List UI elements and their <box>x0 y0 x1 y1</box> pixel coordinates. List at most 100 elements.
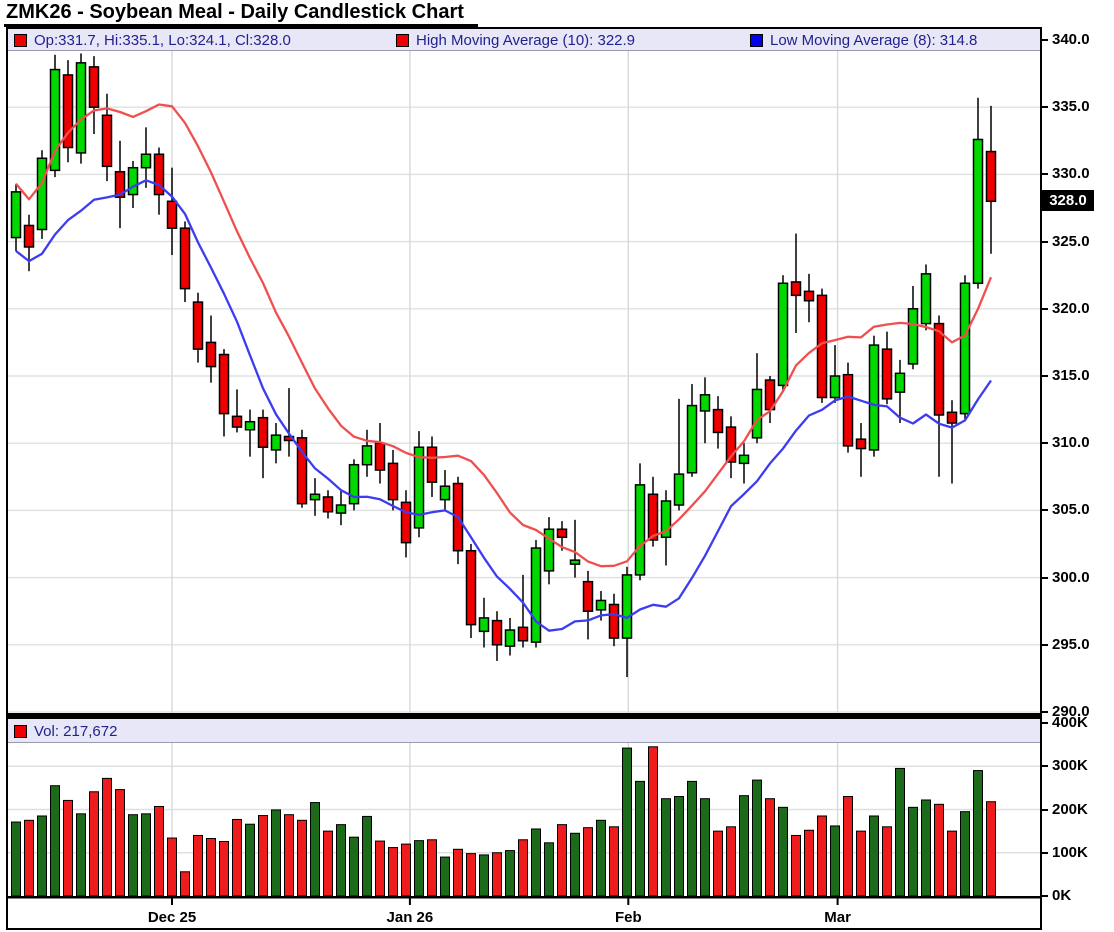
candle-body <box>374 442 386 471</box>
candle-body <box>348 463 360 505</box>
volume-bar <box>843 796 853 897</box>
candle-body <box>179 227 191 290</box>
volume-axis-label: 300K <box>1052 757 1088 775</box>
volume-bar <box>804 829 814 897</box>
candle-body <box>790 281 802 297</box>
volume-bar <box>323 830 333 897</box>
candle-body <box>23 224 35 248</box>
candle-body <box>842 373 854 447</box>
candle-body <box>439 485 451 501</box>
volume-bar <box>479 854 489 897</box>
volume-bar <box>544 842 554 897</box>
volume-axis-label-tick <box>1040 851 1048 854</box>
plot-area[interactable]: Dec 25 Jan 26 Feb Mar <box>8 29 1040 928</box>
volume-axis-label: 100K <box>1052 843 1088 861</box>
price-axis-label: 305.0 <box>1052 501 1090 519</box>
volume-bar <box>791 834 801 897</box>
candle-body <box>62 74 74 149</box>
candle-body <box>465 549 477 626</box>
candle-body <box>855 438 867 450</box>
month-label: Jan 26 <box>387 909 434 926</box>
candle-body <box>361 445 373 466</box>
volume-bar <box>336 824 346 897</box>
volume-bar <box>947 830 957 897</box>
x-axis-line <box>8 896 1040 899</box>
candle-body <box>725 426 737 463</box>
price-axis-label: 320.0 <box>1052 299 1090 317</box>
volume-bar <box>973 770 983 897</box>
volume-bar <box>986 801 996 897</box>
volume-bar <box>401 843 411 897</box>
candle-body <box>660 500 672 539</box>
candle-body <box>933 322 945 416</box>
volume-bar <box>427 839 437 897</box>
candle-body <box>75 62 87 154</box>
volume-bar <box>63 799 73 897</box>
price-axis-label-tick <box>1040 375 1048 377</box>
candle-body <box>296 437 308 505</box>
volume-bar <box>726 826 736 897</box>
volume-bar <box>89 791 99 897</box>
candle-body <box>972 138 984 285</box>
volume-bar <box>752 779 762 897</box>
chart-canvas[interactable]: Dec 25 Jan 26 Feb Mar <box>8 29 1040 928</box>
candle-body <box>504 629 516 647</box>
chart-title: ZMK26 - Soybean Meal - Daily Candlestick… <box>4 1 478 27</box>
price-axis-label: 290.0 <box>1052 703 1090 720</box>
candle-body <box>335 504 347 514</box>
price-axis-label-tick <box>1040 576 1048 579</box>
candle-body <box>49 68 61 172</box>
volume-bar <box>76 813 86 897</box>
candle-body <box>881 348 893 400</box>
volume-bar <box>193 834 203 897</box>
volume-bars-group <box>11 746 996 897</box>
volume-legend-strip: Vol: 217,672 <box>8 719 1040 743</box>
candle-body <box>712 408 724 434</box>
candle-body <box>101 114 113 168</box>
gridlines-group <box>8 51 1040 896</box>
candle-body <box>543 528 555 572</box>
candle-body <box>218 353 230 415</box>
candle-body <box>829 375 841 399</box>
candle-body <box>517 626 529 642</box>
volume-bar <box>856 830 866 897</box>
volume-bar <box>388 847 398 897</box>
volume-bar <box>817 815 827 897</box>
candle-body <box>777 282 789 387</box>
volume-bar <box>648 746 658 897</box>
price-axis-label-tick <box>1040 39 1048 41</box>
high-ma-line <box>15 103 993 568</box>
candle-body <box>569 559 581 565</box>
candle-body <box>387 462 399 501</box>
candle-body <box>36 157 48 231</box>
volume-bar <box>37 815 47 897</box>
low-ma-legend-label: Low Moving Average (8): 314.8 <box>770 31 978 49</box>
candle-body <box>556 528 568 539</box>
volume-bar <box>180 871 190 897</box>
candle-body <box>231 415 243 428</box>
volume-bar <box>219 841 229 897</box>
volume-bar <box>258 815 268 897</box>
price-axis-label-tick <box>1040 711 1048 713</box>
candle-body <box>699 394 711 412</box>
volume-bar <box>739 795 749 897</box>
price-axis-label-tick <box>1040 509 1048 512</box>
month-label: Feb <box>615 909 642 926</box>
candle-body <box>608 603 620 639</box>
volume-axis-label: 200K <box>1052 800 1088 818</box>
price-axis-label: 335.0 <box>1052 98 1090 116</box>
pane-divider <box>8 713 1040 719</box>
price-axis-label: 300.0 <box>1052 568 1090 586</box>
volume-bar <box>297 819 307 897</box>
volume-bar <box>271 809 281 897</box>
candle-body <box>88 66 100 108</box>
candle-body <box>634 484 646 576</box>
volume-bar <box>609 826 619 897</box>
volume-bar <box>128 814 138 897</box>
last-price-badge: 328.0 <box>1042 190 1094 212</box>
volume-bar <box>141 813 151 897</box>
volume-bar <box>908 806 918 897</box>
volume-axis-label-tick <box>1040 722 1048 724</box>
volume-bar <box>115 789 125 897</box>
